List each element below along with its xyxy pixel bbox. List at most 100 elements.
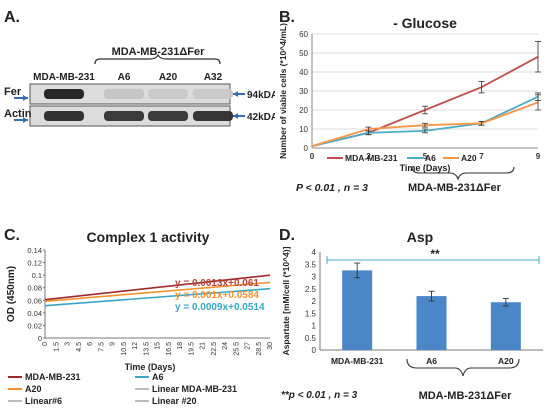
y-tick-label: 3.5 — [305, 260, 317, 269]
legend-label: MDA-MB-231 — [345, 153, 398, 163]
complex1-activity-chart: C. Complex 1 activity 0 0.02 0.04 0.06 0.08 0.1… — [4, 227, 274, 406]
x-tick-label: 1.5 — [53, 342, 60, 352]
panel-a-letter: A. — [4, 9, 20, 26]
chart-title: Complex 1 activity — [87, 229, 210, 245]
blot-band — [148, 111, 188, 121]
lane-label: A20 — [159, 72, 178, 83]
panel-b-letter: B. — [279, 9, 295, 26]
series-line — [44, 274, 271, 301]
x-tick-label: 0 — [42, 342, 49, 346]
y-tick-label: 60 — [299, 30, 308, 39]
x-axis-label: Time (Days) — [125, 362, 176, 372]
x-tick-label: 6 — [87, 342, 94, 346]
bar — [416, 296, 447, 350]
blot-group-brace — [94, 53, 221, 65]
aspartate-group-brace — [406, 358, 520, 377]
y-axis-label: OD (450nm) — [6, 266, 17, 322]
chart-title: - Glucose — [393, 15, 457, 31]
legend-label: A20 — [25, 384, 42, 394]
legend-label: MDA-MB-231 — [25, 372, 81, 382]
x-tick-label: 0 — [310, 152, 315, 161]
lane-label: A6 — [118, 72, 131, 83]
y-tick-label: 30 — [299, 87, 308, 96]
legend-label: Linear#6 — [25, 396, 62, 406]
bar — [342, 270, 373, 350]
glucose-growth-chart: B. - Glucose 0 10 20 30 40 50 60 0 2 5 7 9 Time (Days)… — [278, 9, 541, 173]
x-tick-label: 7.5 — [98, 342, 105, 352]
x-tick-label: MDA-MB-231 — [331, 356, 384, 366]
x-tick-label: 27 — [245, 342, 252, 350]
x-tick-label: 9 — [110, 342, 117, 346]
y-tick-label: 0.06 — [27, 296, 42, 305]
bar — [490, 302, 521, 350]
y-tick-label: 0.12 — [27, 259, 42, 268]
x-axis-label: Time (Days) — [400, 163, 451, 173]
lane-label: A32 — [204, 72, 223, 83]
blot-row-label: Fer — [4, 86, 22, 98]
y-tick-label: 0.5 — [305, 334, 317, 343]
trend-equation: y = 0.0009x+0.0514 — [175, 302, 265, 313]
glucose-stat-note: P < 0.01 , n = 3 — [296, 182, 368, 194]
blot-band — [44, 111, 84, 121]
chart-title: Asp — [407, 229, 433, 245]
y-tick-label: 2 — [312, 297, 317, 306]
x-tick-label: A6 — [426, 356, 437, 366]
x-tick-label: 7 — [479, 152, 484, 161]
blot-band — [148, 89, 188, 99]
legend-label: A20 — [461, 153, 477, 163]
x-tick-label: A20 — [498, 356, 514, 366]
y-tick-label: 50 — [299, 49, 308, 58]
series-line — [44, 281, 271, 303]
series-line — [44, 287, 271, 307]
y-tick-label: 0 — [38, 334, 42, 343]
x-tick-label: 25.5 — [233, 342, 240, 356]
aspartate-group-label: MDA-MB-231ΔFer — [419, 390, 513, 402]
y-axis-label: Aspartate [mM/cell (*10^4)] — [281, 246, 291, 355]
x-tick-label: 16.5 — [166, 342, 173, 356]
legend-label: Linear MDA-MB-231 — [152, 384, 237, 394]
y-axis-label: Number of viable cells (*10^4/mL) — [278, 23, 288, 159]
x-tick-label: 10.5 — [121, 342, 128, 356]
trend-equation: y = 0.0013x+0.061 — [175, 278, 259, 289]
y-tick-label: 0 — [312, 346, 317, 355]
blot-size-arrowhead — [233, 91, 238, 97]
x-tick-label: 15 — [155, 342, 162, 350]
blot-size-label: 42kDA — [247, 112, 275, 123]
glucose-group-brace — [411, 166, 515, 181]
blot-band — [193, 89, 233, 99]
blot-row-label: Actin — [4, 108, 32, 120]
significance-marker: ** — [430, 247, 440, 261]
y-tick-label: 1.5 — [305, 309, 317, 318]
y-tick-label: 0.1 — [32, 271, 42, 280]
glucose-group-label: MDA-MB-231ΔFer — [408, 182, 501, 194]
aspartate-stat-note: **p < 0.01 , n = 3 — [281, 390, 358, 401]
x-tick-label: 30 — [267, 342, 274, 350]
x-tick-label: 2 — [366, 152, 371, 161]
x-tick-label: 5 — [423, 152, 428, 161]
x-tick-label: 19.5 — [188, 342, 195, 356]
x-tick-label: 12 — [132, 342, 139, 350]
x-tick-label: 4.5 — [76, 342, 83, 352]
y-tick-label: 2.5 — [305, 285, 317, 294]
y-tick-label: 0.08 — [27, 284, 42, 293]
y-tick-label: 10 — [299, 125, 308, 134]
trend-equation: y = 0.001x+0.0584 — [175, 290, 259, 301]
y-tick-label: 3 — [312, 273, 317, 282]
x-tick-label: 22.5 — [211, 342, 218, 356]
y-tick-label: 0 — [304, 144, 309, 153]
y-tick-label: 0.02 — [27, 321, 42, 330]
blot-row-arrowhead — [23, 95, 28, 101]
x-tick-label: 3 — [65, 342, 72, 346]
legend-label: A6 — [152, 372, 164, 382]
x-tick-label: 21 — [200, 342, 207, 350]
y-tick-label: 20 — [299, 106, 308, 115]
panel-c-letter: C. — [4, 227, 20, 244]
x-tick-label: 9 — [536, 152, 541, 161]
aspartate-bar-chart: D. Asp 0 0.5 1 1.5 2 2.5 3 3.5 4 Aspartate [mM/cell… — [279, 227, 543, 402]
legend-label: A6 — [425, 153, 436, 163]
blot-size-arrowhead — [233, 113, 238, 119]
x-tick-label: 13.5 — [143, 342, 150, 356]
y-tick-label: 0.14 — [27, 246, 42, 255]
blot-band — [104, 89, 144, 99]
blot-band — [193, 111, 233, 121]
